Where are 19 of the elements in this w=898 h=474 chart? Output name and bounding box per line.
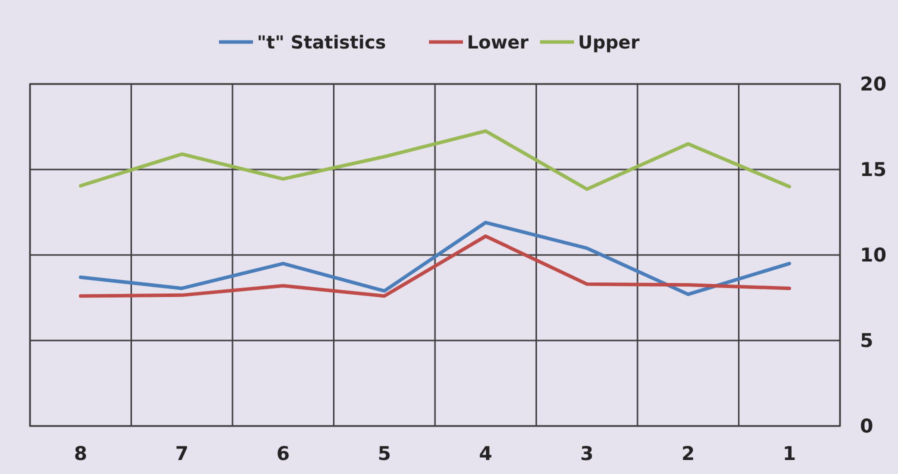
x-tick-label: 1 (782, 443, 796, 465)
x-tick-label: 8 (74, 443, 88, 465)
y-tick-label: 10 (860, 244, 886, 267)
line-series (78, 234, 792, 298)
y-tick-label: 0 (860, 416, 874, 438)
legend-label: Lower (467, 32, 529, 54)
line-series (78, 129, 792, 191)
y-tick-label: 15 (860, 159, 886, 182)
y-tick-label: 5 (860, 330, 874, 352)
line-series (78, 220, 792, 296)
x-tick-label: 6 (276, 443, 290, 465)
legend-label: "t" Statistics (257, 32, 386, 54)
x-tick-label: 2 (682, 443, 695, 465)
legend-label: Upper (578, 32, 640, 54)
x-tick-label: 5 (378, 443, 391, 465)
x-tick-label: 7 (175, 443, 188, 465)
y-tick-label: 20 (860, 74, 886, 96)
x-tick-label: 4 (479, 443, 492, 465)
x-tick-label: 3 (580, 443, 594, 465)
